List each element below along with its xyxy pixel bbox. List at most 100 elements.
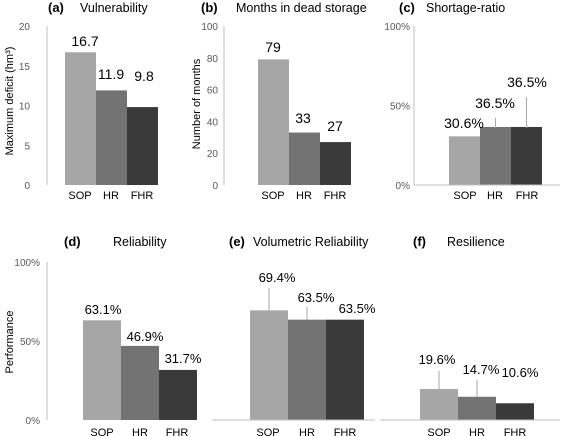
panel-b-bar-sop: [258, 59, 289, 185]
panel-c-yticks: 0% 50% 100%: [384, 22, 410, 192]
panel-c-category-fhr: FHR: [516, 190, 539, 202]
panel-c-ytick-label: 50%: [390, 102, 410, 113]
panel-a-ytick-label: 10: [19, 102, 31, 113]
panel-a-value-label-hr: 11.9: [98, 66, 124, 82]
panel-e-category-hr: HR: [299, 427, 315, 436]
panel-e-letter: (e): [229, 234, 245, 249]
panel-b-category-hr: HR: [296, 190, 312, 202]
panel-a-ytick-label: 15: [19, 62, 31, 73]
panel-a-bar-sop: [65, 52, 96, 185]
panel-c-bar-fhr: [511, 126, 542, 185]
panel-e-value-label-sop: 69.4%: [259, 270, 296, 285]
panel-d-letter: (d): [64, 234, 81, 249]
panel-c-leaders: [495, 97, 527, 128]
panel-b-ytick-label: 0: [212, 181, 218, 192]
panel-b-value-label-fhr: 27: [327, 118, 343, 134]
panel-f-title: Resilience: [447, 235, 505, 249]
panel-c-value-label-hr: 36.5%: [475, 95, 515, 111]
panel-f-bar-fhr: [496, 403, 534, 420]
panel-c-value-label-fhr: 36.5%: [507, 74, 547, 90]
panel-c-category-hr: HR: [487, 190, 503, 202]
panel-c-axis: [413, 26, 560, 186]
panel-f-leaders: [438, 371, 478, 397]
panel-a: (a) Vulnerability Maximum deficit (hm³) …: [4, 0, 158, 202]
panel-b-title: Months in dead storage: [236, 1, 367, 15]
panel-d-title: Reliability: [113, 235, 167, 249]
panel-d-bar-sop: [83, 320, 121, 420]
panel-f-category-fhr: FHR: [504, 427, 527, 436]
panel-b-letter: (b): [201, 0, 218, 15]
panel-c-bars: [449, 126, 542, 185]
panel-d-category-sop: SOP: [90, 427, 113, 436]
panel-a-bar-fhr: [127, 107, 158, 185]
panel-f-category-hr: HR: [469, 427, 485, 436]
panel-d-ytick-label: 50%: [20, 337, 40, 348]
panel-f: (f) Resilience 19.6% 14.7% 10.6% SOP HR …: [380, 234, 560, 436]
panel-a-ytick-label: 20: [19, 22, 31, 33]
panel-b-value-label-sop: 79: [265, 39, 281, 55]
panel-f-bars: [420, 389, 534, 420]
panel-a-value-label-sop: 16.7: [71, 33, 98, 49]
panel-d-value-label-hr: 46.9%: [127, 329, 164, 344]
panel-c-letter: (c): [399, 0, 415, 15]
panel-a-bars: [65, 52, 158, 185]
panel-d-value-label-fhr: 31.7%: [165, 351, 202, 366]
panel-c-value-label-sop: 30.6%: [444, 115, 484, 131]
panel-d-bar-hr: [121, 345, 159, 420]
panel-f-bar-sop: [420, 389, 458, 420]
panel-c: (c) Shortage-ratio 0% 50% 100% 30.6% 36.5%…: [384, 0, 560, 202]
panel-f-bar-hr: [458, 396, 496, 420]
panel-a-letter: (a): [48, 0, 64, 15]
panel-b-category-sop: SOP: [261, 190, 284, 202]
panel-c-ytick-label: 0%: [396, 181, 411, 192]
panel-b-category-fhr: FHR: [324, 190, 347, 202]
panel-b-ytick-label: 40: [207, 117, 219, 128]
panel-d-yticks: 0% 50% 100%: [14, 258, 40, 427]
panel-f-value-label-sop: 19.6%: [419, 352, 456, 367]
panel-b-bar-hr: [289, 132, 320, 185]
panel-c-bar-sop: [449, 136, 480, 185]
panel-a-ytick-label: 5: [24, 141, 30, 152]
panel-f-category-sop: SOP: [427, 427, 450, 436]
panel-c-title: Shortage-ratio: [426, 1, 505, 15]
panel-c-bar-hr: [480, 126, 511, 185]
panel-e-bars: [250, 310, 364, 420]
panel-d-ytick-label: 0%: [26, 416, 41, 427]
panel-b-bar-fhr: [320, 142, 351, 185]
panel-e-category-sop: SOP: [256, 427, 279, 436]
panel-f-letter: (f): [413, 234, 426, 249]
panel-f-value-label-fhr: 10.6%: [502, 365, 539, 380]
panel-c-category-sop: SOP: [453, 190, 476, 202]
panel-a-category-fhr: FHR: [131, 190, 154, 202]
panel-b-ytick-label: 80: [207, 54, 219, 65]
panel-d-bars: [83, 320, 197, 420]
panel-e-leaders: [268, 288, 308, 320]
panel-a-yticks: 0 5 10 15 20: [19, 22, 31, 192]
panel-d-ylabel: Performance: [4, 311, 16, 374]
panel-d-bar-fhr: [159, 369, 197, 420]
panel-d: (d) Reliability Performance 0% 50% 100% 63…: [4, 234, 202, 436]
panel-b-ytick-label: 60: [207, 86, 219, 97]
panel-e-bar-hr: [288, 319, 326, 420]
panel-b-bars: [258, 59, 351, 185]
panel-b-value-label-hr: 33: [295, 110, 311, 126]
panel-c-ytick-label: 100%: [384, 22, 410, 33]
panel-a-title: Vulnerability: [80, 1, 148, 15]
panel-a-bar-hr: [96, 90, 127, 185]
panel-b-ytick-label: 100: [201, 22, 218, 33]
panel-e-title: Volumetric Reliability: [253, 235, 369, 249]
panel-a-category-sop: SOP: [68, 190, 91, 202]
panel-b-ytick-label: 20: [207, 149, 219, 160]
panel-a-ytick-label: 0: [24, 181, 30, 192]
panel-e-bar-fhr: [326, 319, 364, 420]
panel-d-ytick-label: 100%: [14, 258, 40, 269]
panel-e: (e) Volumetric Reliability 69.4% 63.5% 6…: [212, 234, 376, 436]
panel-b: (b) Months in dead storage Number of mon…: [191, 0, 367, 202]
panel-d-category-fhr: FHR: [166, 427, 189, 436]
panel-e-value-label-hr: 63.5%: [298, 290, 335, 305]
panel-e-value-label-fhr: 63.5%: [339, 301, 376, 316]
panel-d-category-hr: HR: [132, 427, 148, 436]
panel-a-value-label-fhr: 9.8: [134, 68, 154, 84]
panel-d-value-label-sop: 63.1%: [85, 302, 122, 317]
